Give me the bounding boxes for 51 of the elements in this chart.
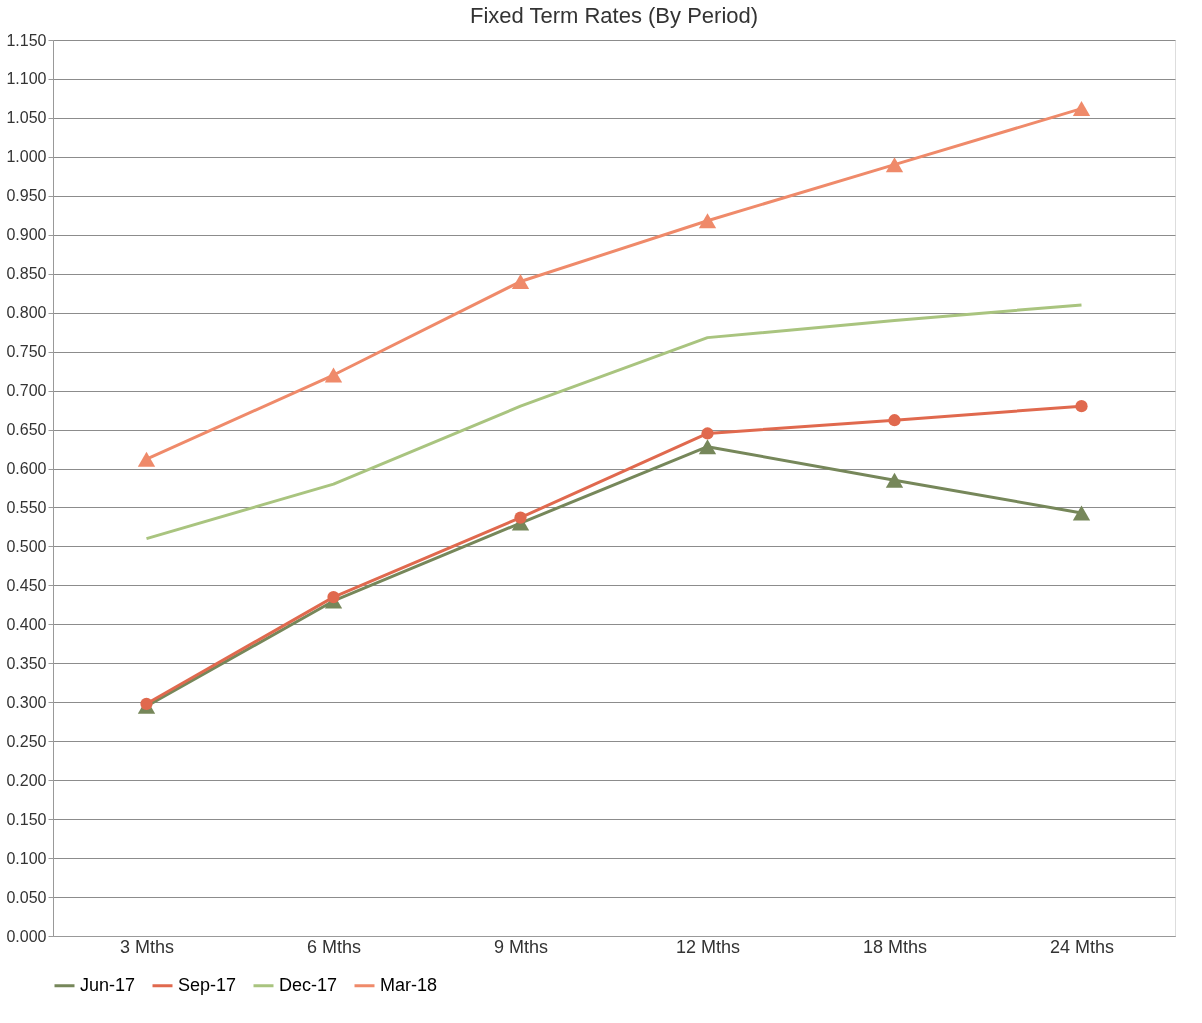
- point: [327, 590, 340, 604]
- y-tick-label: 0.800: [6, 304, 47, 322]
- y-tick-label: 0.900: [6, 226, 47, 244]
- y-tick-label: 0.150: [6, 810, 47, 828]
- legend-label: Jun-17: [80, 974, 136, 995]
- y-tick-label: 1.000: [6, 148, 47, 166]
- legend-label: Sep-17: [178, 974, 237, 995]
- point: [885, 157, 904, 173]
- x-tick-label: 24 Mths: [1049, 936, 1115, 957]
- point: [324, 367, 343, 383]
- y-tick-label: 0.100: [6, 849, 47, 867]
- y-tick-label: 1.150: [6, 31, 47, 49]
- point: [1072, 505, 1091, 521]
- point: [514, 511, 527, 524]
- y-tick-label: 0.750: [6, 343, 47, 361]
- legend-label: Mar-18: [380, 974, 438, 995]
- point: [511, 274, 530, 290]
- y-tick-label: 0.300: [6, 693, 47, 711]
- y-tick-label: 0.250: [6, 732, 47, 750]
- y-tick-label: 0.850: [6, 265, 47, 283]
- point: [1072, 101, 1091, 117]
- y-tick-label: 0.500: [6, 537, 47, 555]
- y-tick-label: 0.200: [6, 771, 47, 789]
- x-tick-label: 12 Mths: [675, 936, 741, 957]
- y-tick-label: 0.600: [6, 460, 47, 478]
- y-tick-label: 0.400: [6, 615, 47, 633]
- y-tick-label: 1.100: [6, 70, 47, 88]
- point: [698, 213, 717, 229]
- y-tick-label: 0.650: [6, 421, 47, 439]
- point: [885, 472, 904, 488]
- chart-title: Fixed Term Rates (By Period): [469, 3, 759, 28]
- line-series: [145, 303, 1083, 541]
- point: [701, 427, 714, 440]
- x-tick-label: 18 Mths: [862, 936, 928, 957]
- x-tick-label: 6 Mths: [306, 936, 362, 957]
- y-tick-label: 0.550: [6, 498, 47, 516]
- y-tick-label: 0.000: [6, 927, 47, 945]
- point: [137, 451, 156, 467]
- x-tick-label: 9 Mths: [493, 936, 549, 957]
- point: [1075, 400, 1088, 413]
- y-tick-label: 0.050: [6, 888, 47, 906]
- point: [888, 414, 901, 427]
- y-tick-label: 0.700: [6, 382, 47, 400]
- y-tick-label: 0.950: [6, 187, 47, 205]
- x-tick-label: 3 Mths: [119, 936, 175, 957]
- y-tick-label: 1.050: [6, 109, 47, 127]
- point: [698, 439, 717, 455]
- y-tick-label: 0.450: [6, 576, 47, 594]
- legend-label: Dec-17: [279, 974, 338, 995]
- point: [140, 697, 153, 710]
- y-tick-label: 0.350: [6, 654, 47, 672]
